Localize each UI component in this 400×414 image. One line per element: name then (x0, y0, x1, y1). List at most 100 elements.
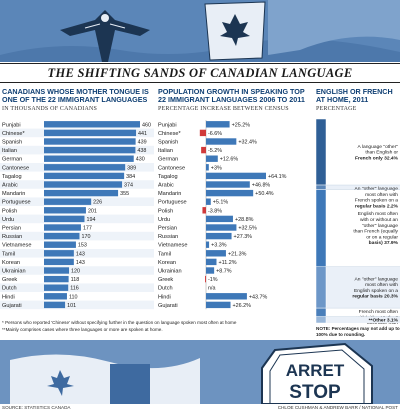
right-section-subtitle: PERCENTAGE (316, 106, 357, 112)
value-label: -3.8% (208, 208, 222, 214)
segment-label: most often with (365, 192, 398, 198)
bar (44, 138, 136, 145)
stop-sign-icon: ARRET STOP (261, 342, 373, 404)
bar (199, 129, 206, 137)
quebec-flag-icon (204, 0, 400, 61)
bar (44, 232, 80, 240)
mother-tongue-bar-chart: Punjabi 460 Chinese* 441 Spanish 439 Italian 43… (0, 121, 154, 310)
value-label: 460 (142, 122, 151, 128)
category-label: Mandarin (2, 191, 25, 197)
value-label: 143 (76, 260, 85, 266)
category-label: Mandarin (158, 191, 181, 197)
category-label: Urdu (158, 217, 170, 223)
value-label: +43.7% (249, 294, 268, 300)
value-label: 439 (138, 140, 147, 146)
value-label: +21.3% (228, 251, 247, 257)
rounding-note: NOTE: Percentages may not add up to 100%… (316, 326, 400, 337)
flag-icon (10, 354, 200, 404)
bar (44, 207, 86, 214)
category-label: Italian (158, 148, 173, 154)
value-label: +46.8% (252, 183, 271, 189)
bar (206, 181, 250, 188)
value-label: 101 (67, 303, 76, 309)
segment-label: regular basis 2.2% (355, 203, 399, 209)
bar (44, 284, 69, 291)
growth-bar-chart: Punjabi +25.2% Chinese* -6.6% Spanish +32.4% I… (158, 120, 287, 310)
category-label: Spanish (2, 140, 22, 146)
value-label: +50.4% (255, 191, 274, 197)
bar (44, 301, 66, 309)
value-label: 389 (127, 165, 136, 171)
segment-label: French most often (359, 309, 399, 315)
category-label: Spanish (158, 140, 178, 146)
category-label: Tamil (2, 251, 15, 257)
bottom-banner-illustration: ARRET STOP (0, 340, 400, 404)
segment-label: English most often (358, 211, 399, 217)
segment-label: An "other" language (355, 276, 399, 282)
row-stripe (0, 283, 154, 292)
left-section-title: CANADIANS WHOSE MOTHER TONGUE IS ONE OF … (2, 87, 149, 105)
top-banner-illustration (0, 0, 400, 62)
sign-text-arret: ARRET (286, 361, 345, 380)
category-label: Portuguese (2, 200, 31, 206)
value-label: n/a (208, 286, 216, 292)
category-label: Punjabi (2, 122, 21, 128)
bar (206, 215, 233, 223)
category-label: Arabic (2, 183, 18, 189)
bar (206, 164, 209, 171)
segment-label: regular basis 20.3% (352, 294, 398, 300)
value-label: 355 (120, 191, 129, 197)
category-label: Greek (158, 277, 173, 283)
value-label: 153 (78, 243, 87, 249)
category-label: Korean (158, 260, 176, 266)
bar (206, 267, 215, 274)
category-label: Ukrainian (158, 269, 182, 275)
value-label: 170 (81, 234, 90, 240)
totem-flag-illustration (0, 0, 400, 62)
totem-icon (60, 10, 150, 62)
stacked-segment (315, 307, 327, 317)
bar (44, 241, 76, 248)
value-label: +8.7% (216, 269, 232, 275)
row-stripe (0, 249, 154, 258)
value-label: 118 (71, 277, 80, 283)
segment-label: or on a regular (366, 234, 398, 240)
bar (44, 258, 74, 266)
value-label: 441 (138, 131, 147, 137)
stacked-segment (315, 184, 327, 190)
value-label: +28.8% (235, 217, 254, 223)
bar (206, 172, 266, 180)
value-label: 110 (69, 294, 78, 300)
bar (206, 155, 218, 162)
row-stripe (0, 266, 154, 275)
value-label: 226 (93, 200, 102, 206)
right-section-title: ENGLISH OR FRENCH AT HOME, 2011 (316, 87, 393, 105)
stacked-segment (315, 189, 327, 268)
bar (206, 301, 231, 309)
left-section-subtitle: IN THOUSANDS OF CANADIANS (2, 106, 98, 112)
segment-band (326, 185, 400, 190)
stacked-segment (315, 118, 327, 186)
value-label: -5.2% (208, 148, 222, 154)
bar (44, 198, 92, 205)
value-label: -6.6% (208, 131, 222, 137)
category-label: Cantonese (2, 165, 29, 171)
category-label: Dutch (158, 286, 173, 292)
bar (44, 250, 74, 257)
sign-text-stop: STOP (289, 382, 341, 403)
category-label: Portuguese (158, 200, 187, 206)
category-label: Chinese* (2, 131, 26, 137)
value-label: +27.3% (234, 234, 253, 240)
bar (44, 129, 137, 137)
category-label: Punjabi (158, 122, 177, 128)
value-label: +64.1% (268, 174, 287, 180)
bar (44, 215, 85, 223)
segment-label: basis) 37.9% (369, 240, 399, 246)
bar (44, 275, 69, 283)
category-label: Russian (2, 234, 22, 240)
value-label: 438 (137, 148, 146, 154)
segment-label: with or without an (360, 217, 398, 223)
value-label: 177 (83, 226, 92, 232)
category-label: Ukrainian (2, 269, 26, 275)
value-label: 194 (86, 217, 95, 223)
